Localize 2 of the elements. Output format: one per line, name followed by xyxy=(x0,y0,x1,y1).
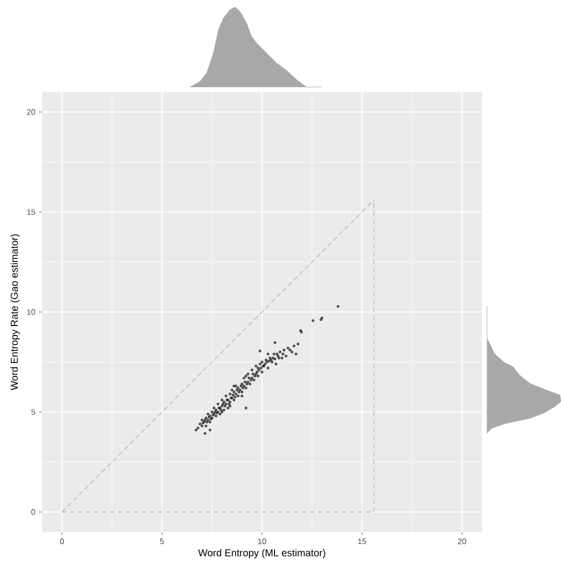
x-axis-title: Word Entropy (ML estimator) xyxy=(198,549,326,558)
y-axis-title: Word Entropy Rate (Gao estimator) xyxy=(10,234,20,390)
